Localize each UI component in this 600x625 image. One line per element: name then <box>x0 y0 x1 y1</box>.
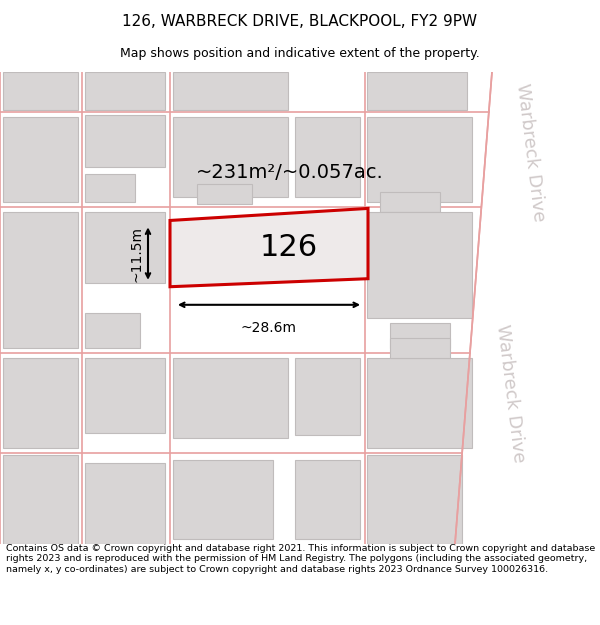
Bar <box>3 117 78 202</box>
Bar <box>85 358 165 433</box>
Text: 126, WARBRECK DRIVE, BLACKPOOL, FY2 9PW: 126, WARBRECK DRIVE, BLACKPOOL, FY2 9PW <box>122 14 478 29</box>
Bar <box>390 323 450 348</box>
Bar <box>173 358 288 438</box>
Bar <box>367 358 472 448</box>
Bar <box>380 192 440 213</box>
Bar <box>3 213 78 348</box>
Bar <box>367 72 467 110</box>
Bar <box>173 461 273 539</box>
Text: Warbreck Drive: Warbreck Drive <box>512 82 547 222</box>
Bar <box>197 184 252 204</box>
Bar <box>85 313 140 348</box>
Text: 126: 126 <box>260 233 318 262</box>
Bar <box>295 358 360 436</box>
Bar <box>173 72 288 110</box>
Text: ~231m²/~0.057ac.: ~231m²/~0.057ac. <box>196 162 384 182</box>
Bar <box>85 72 165 110</box>
Polygon shape <box>455 72 600 544</box>
Bar <box>367 456 462 544</box>
Bar <box>295 117 360 198</box>
Polygon shape <box>170 208 368 287</box>
Text: ~28.6m: ~28.6m <box>241 321 297 335</box>
Bar <box>367 117 472 202</box>
Bar <box>85 213 165 282</box>
Bar <box>3 358 78 448</box>
Bar <box>390 338 450 358</box>
Text: Contains OS data © Crown copyright and database right 2021. This information is : Contains OS data © Crown copyright and d… <box>6 544 595 574</box>
Bar <box>85 115 165 168</box>
Text: ~11.5m: ~11.5m <box>129 226 143 282</box>
Bar <box>367 213 472 318</box>
Bar <box>3 456 78 544</box>
Bar <box>85 463 165 544</box>
Bar <box>3 72 78 110</box>
Bar <box>173 117 288 198</box>
Bar <box>295 461 360 539</box>
Text: Warbreck Drive: Warbreck Drive <box>493 323 527 463</box>
Text: Map shows position and indicative extent of the property.: Map shows position and indicative extent… <box>120 48 480 61</box>
Bar <box>85 174 135 203</box>
